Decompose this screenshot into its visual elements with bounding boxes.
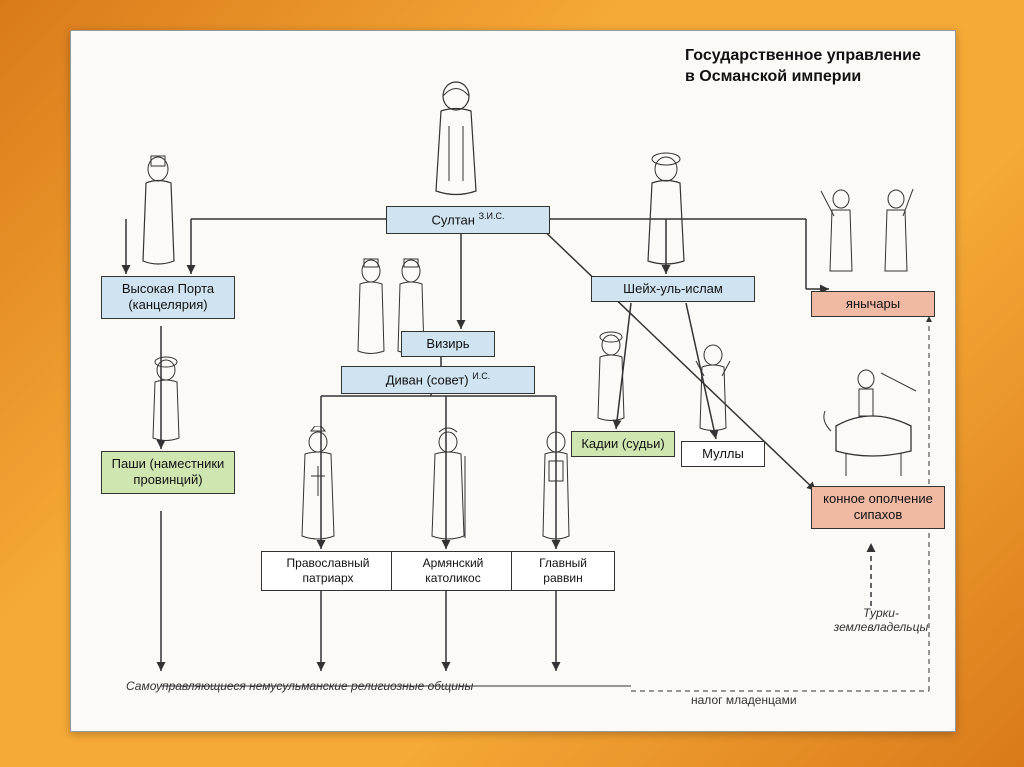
node-divan-sup: И.С. (472, 371, 490, 381)
node-janissary: янычары (811, 291, 935, 317)
figure-sheikh (636, 151, 696, 271)
paper: Государственное управление в Османской и… (70, 30, 956, 732)
node-sultan-sup: З.И.С. (479, 211, 505, 221)
node-divan: Диван (совет) И.С. (341, 366, 535, 394)
node-porta: Высокая Порта (канцелярия) (101, 276, 235, 319)
figure-armenian (421, 426, 476, 546)
node-sheikh: Шейх-уль-ислам (591, 276, 755, 302)
figure-sultan (421, 76, 491, 201)
figure-sipahi (811, 361, 936, 481)
turki-note: Турки-землевладельцы (816, 606, 946, 634)
footer-right: налог младенцами (691, 693, 911, 707)
figure-kadii (586, 331, 636, 426)
node-mully: Муллы (681, 441, 765, 467)
node-rabbi: Главный раввин (511, 551, 615, 591)
node-kadii: Кадии (судьи) (571, 431, 675, 457)
node-armenian: Армянский католикос (391, 551, 515, 591)
figure-porta (131, 151, 186, 271)
footer-left: Самоуправляющиеся немусульманские религи… (126, 679, 626, 693)
node-sultan: Султан З.И.С. (386, 206, 550, 234)
node-sipahi: конное ополчение сипахов (811, 486, 945, 529)
figure-pashi (141, 356, 191, 446)
stage: Государственное управление в Османской и… (0, 0, 1024, 767)
node-orthodox: Православный патриарх (261, 551, 395, 591)
figure-janissary (816, 181, 931, 286)
node-sultan-label: Султан (432, 212, 475, 227)
figure-orthodox (291, 426, 346, 546)
node-vizier: Визирь (401, 331, 495, 357)
figure-mully (686, 341, 741, 436)
node-pashi: Паши (наместники провинций) (101, 451, 235, 494)
node-divan-label: Диван (совет) (386, 372, 469, 387)
